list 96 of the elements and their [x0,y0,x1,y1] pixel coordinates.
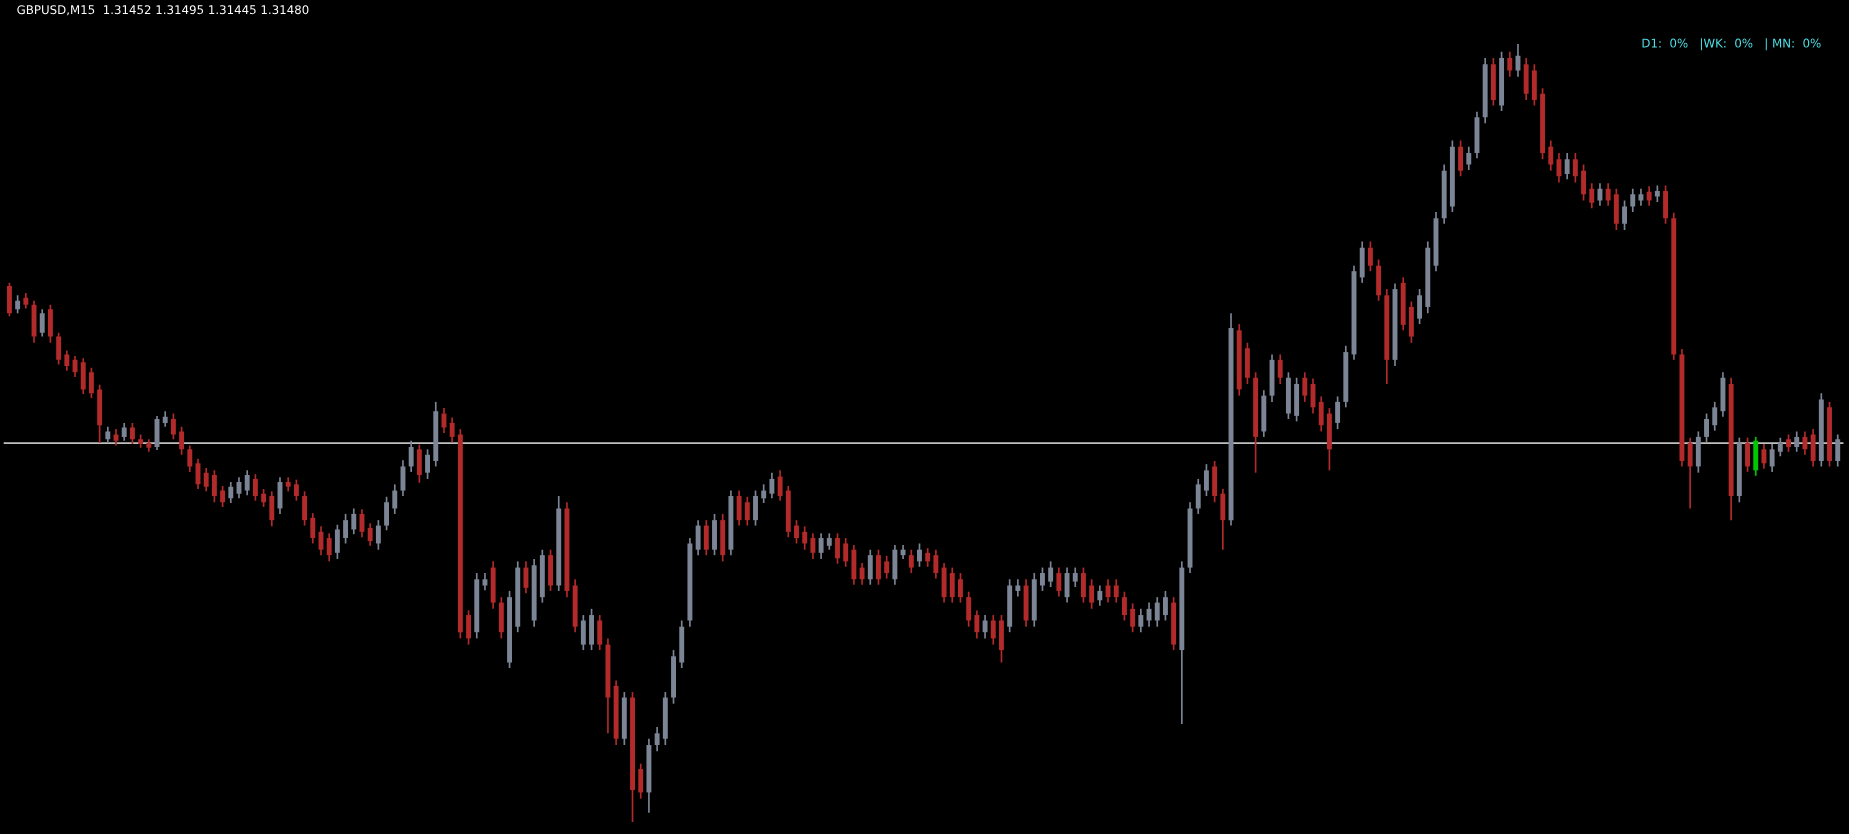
candlestick [810,532,816,560]
candlestick [1572,152,1578,184]
candlestick [129,422,135,445]
candlestick [203,467,209,493]
candlestick [990,614,996,646]
candlestick [375,519,381,551]
candlestick [1777,436,1783,458]
candlestick [958,572,963,604]
candlestick [1761,443,1767,470]
candlestick [1277,353,1283,385]
candlestick [1802,430,1808,456]
candlestick [343,513,349,545]
candlestick [228,481,234,504]
candlestick [1835,433,1841,468]
candlestick [64,349,70,372]
candlestick [908,548,914,574]
candlestick [974,609,980,640]
candlestick [326,532,332,563]
candlestick [523,560,529,595]
candlestick [293,478,299,502]
candlestick [818,532,824,560]
candlestick [1745,436,1750,473]
candlestick [170,412,176,441]
candlestick [334,523,340,560]
candlestick [1113,578,1119,604]
candlestick [449,416,455,444]
candlestick [925,547,931,568]
chart-title: GBPUSD,M15 1.31452 1.31495 1.31445 1.31480 [17,5,309,16]
candlestick [1687,436,1693,510]
candlestick [1712,401,1718,432]
candlestick [1097,584,1103,607]
candlestick [638,762,644,800]
candlestick [392,483,398,515]
candlestick [1704,412,1709,444]
annotation: D1: 0% |WK: 0% | MN: 0% [1642,38,1821,51]
candlestick [1302,371,1308,403]
candlestick [769,471,775,500]
candlestick [39,308,45,338]
candlestick [917,542,922,568]
candlestick [835,532,840,565]
candlestick [1794,430,1800,453]
candlestick [1417,288,1423,325]
candlestick [1507,50,1513,78]
candlestick [1769,443,1775,473]
candlestick [1605,182,1611,207]
candlestick [244,469,250,497]
candlestick [843,537,849,568]
candlestick [56,331,62,366]
candlestick [1154,596,1160,628]
candlestick [982,614,988,640]
candlestick [802,525,808,551]
candlestick [88,366,94,399]
candlestick [1548,139,1554,172]
candlestick [408,439,414,473]
candlestick [1367,240,1373,273]
candlestick [211,469,217,504]
candlestick [884,555,890,580]
candlestick [179,425,185,456]
candlestick [187,444,193,473]
candlestick [1048,560,1054,588]
candlestick [425,448,431,480]
candlestick [777,469,783,502]
candlestick [1318,395,1324,433]
candlestick [1138,607,1144,634]
candlestick [367,522,373,547]
candlestick [1581,163,1587,202]
candlestick [794,519,799,545]
candlestick [1162,590,1168,622]
candlestick [966,590,972,628]
candlestick [933,548,939,580]
candlestick [1056,566,1062,598]
candlestick [252,473,258,502]
candlestick [859,562,865,586]
candlestick [1130,602,1136,634]
candlestick [351,507,357,535]
candlestick [1589,182,1595,209]
candlestick [1630,187,1636,213]
candlestick [1622,199,1628,231]
candlestick [1646,185,1652,207]
candlestick [1105,578,1111,604]
candlestick [384,495,390,532]
candlestick [1089,578,1095,610]
candlestick [1335,395,1341,430]
candlestick [1039,566,1045,592]
candlestick [744,495,750,527]
candlestick [1121,590,1127,622]
candlestick [1203,463,1209,497]
candlestick [1466,145,1472,171]
candlestick [761,483,767,504]
candlestick [220,485,226,508]
candlestick [310,512,316,545]
candlestick [466,609,472,646]
candlestick [1597,182,1603,207]
candlestick [654,726,660,753]
candlestick [1564,152,1570,181]
candlestick [1072,566,1078,588]
